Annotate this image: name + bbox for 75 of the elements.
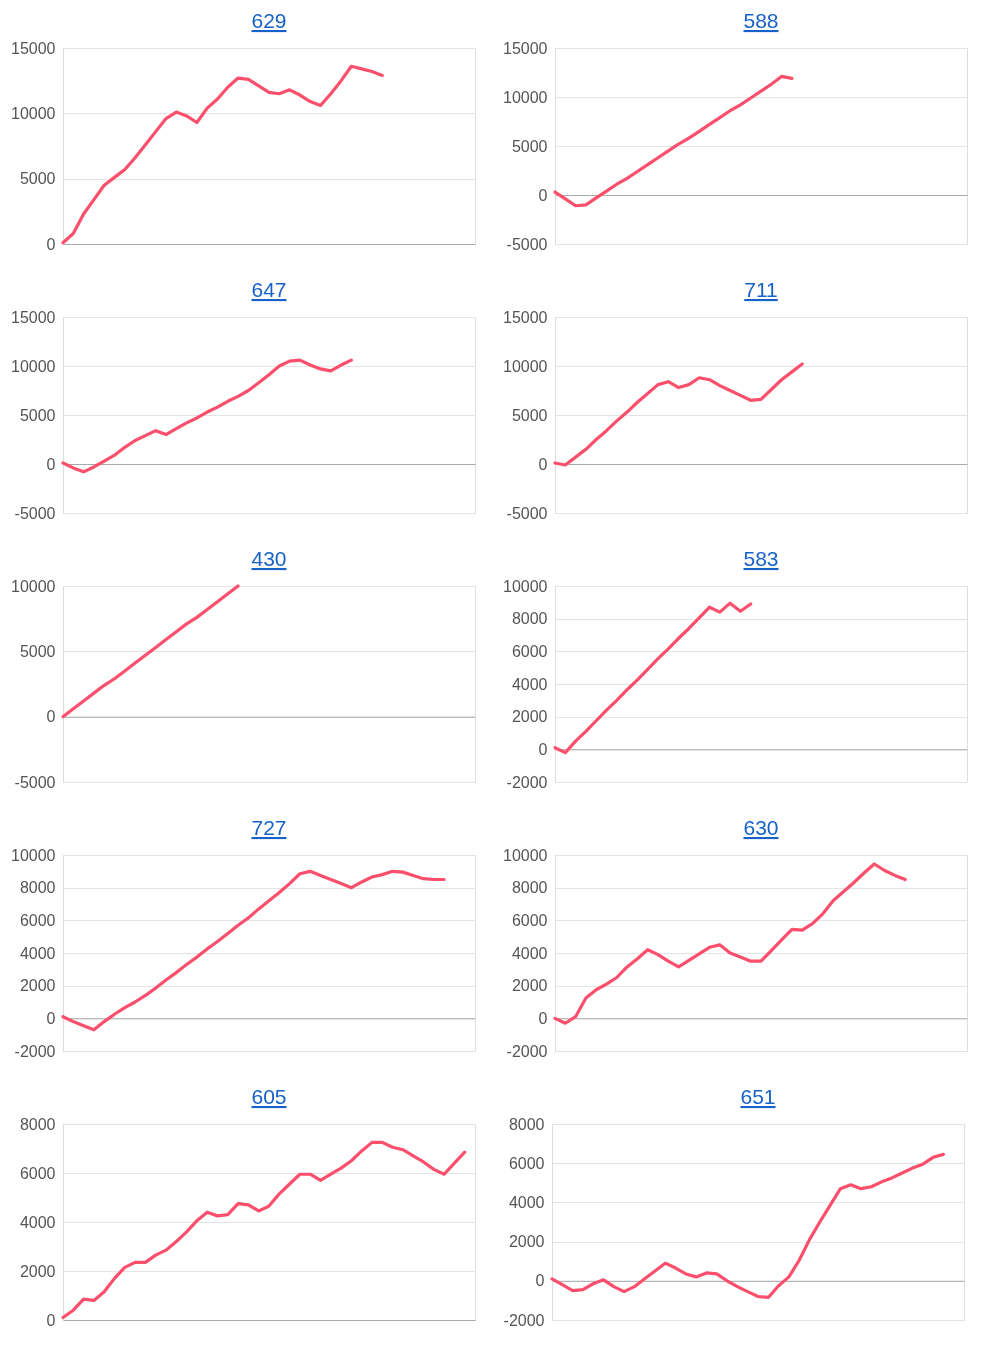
y-tick-label: 10000 <box>503 88 548 106</box>
y-tick-label: 10000 <box>11 104 56 122</box>
y-tick-label: 15000 <box>503 308 548 326</box>
y-tick-label: 0 <box>538 740 548 758</box>
y-tick-label: 4000 <box>511 675 548 693</box>
y-tick-label: 4000 <box>19 944 56 962</box>
y-tick-label: 15000 <box>11 308 56 326</box>
line-series <box>550 1152 945 1300</box>
y-tick-label: 5000 <box>19 170 56 188</box>
y-tick-label: 4000 <box>19 1213 56 1231</box>
y-tick-label: 10000 <box>503 357 548 375</box>
line-series <box>553 601 753 755</box>
y-tick-label: 10000 <box>11 357 56 375</box>
y-tick-label: 2000 <box>19 977 56 995</box>
chart-title: 605 <box>251 1085 287 1108</box>
y-tick-label: 6000 <box>19 1164 56 1182</box>
y-tick-label: 0 <box>46 1311 56 1329</box>
y-tick-label: 0 <box>46 708 56 726</box>
y-tick-label: 6000 <box>19 911 56 929</box>
chart-title: 430 <box>251 547 287 570</box>
y-tick-label: 4000 <box>508 1193 545 1211</box>
y-tick-label: 5000 <box>19 642 56 660</box>
y-tick-label: 10000 <box>11 577 56 595</box>
y-tick-label: 2000 <box>511 708 548 726</box>
chart-title: 583 <box>743 547 779 570</box>
line-series <box>61 358 353 474</box>
y-tick-label: -5000 <box>14 504 56 522</box>
y-tick-label: 0 <box>538 186 548 204</box>
y-tick-label: 8000 <box>511 879 548 897</box>
y-tick-label: 0 <box>538 1009 548 1027</box>
y-tick-label: 10000 <box>11 846 56 864</box>
y-tick-label: 5000 <box>511 137 548 155</box>
y-tick-label: 8000 <box>508 1115 545 1133</box>
chart-title: 647 <box>251 278 287 301</box>
line-series <box>553 74 794 208</box>
y-tick-label: -5000 <box>14 773 56 791</box>
y-tick-label: 8000 <box>19 879 56 897</box>
y-tick-label: 6000 <box>511 642 548 660</box>
y-tick-label: -2000 <box>506 1042 548 1060</box>
line-series <box>553 862 907 1025</box>
line-series <box>61 64 384 245</box>
y-tick-label: -5000 <box>506 235 548 253</box>
y-tick-label: -2000 <box>506 773 548 791</box>
y-tick-label: 6000 <box>511 911 548 929</box>
chart-title: 588 <box>743 9 779 32</box>
y-tick-label: 0 <box>46 235 56 253</box>
chart-title: 651 <box>740 1085 776 1108</box>
y-tick-label: 0 <box>46 455 56 473</box>
line-series <box>553 362 804 467</box>
y-tick-label: -2000 <box>503 1311 545 1329</box>
chart-title: 727 <box>251 816 287 839</box>
y-tick-label: 8000 <box>511 610 548 628</box>
y-tick-label: 2000 <box>508 1233 545 1251</box>
y-tick-label: 2000 <box>511 977 548 995</box>
line-series <box>61 1140 467 1320</box>
y-tick-label: -5000 <box>506 504 548 522</box>
y-tick-label: 15000 <box>503 39 548 57</box>
y-tick-label: 0 <box>538 455 548 473</box>
y-tick-label: 8000 <box>19 1115 56 1133</box>
y-tick-label: 10000 <box>503 846 548 864</box>
y-tick-label: 5000 <box>511 406 548 424</box>
y-tick-label: 15000 <box>11 39 56 57</box>
chart-title: 629 <box>251 9 287 32</box>
y-tick-label: 2000 <box>19 1262 56 1280</box>
y-tick-label: 4000 <box>511 944 548 962</box>
y-tick-label: 6000 <box>508 1154 545 1172</box>
y-tick-label: 10000 <box>503 577 548 595</box>
line-series <box>61 869 446 1032</box>
line-series <box>61 584 240 719</box>
y-tick-label: 5000 <box>19 406 56 424</box>
y-tick-label: -2000 <box>14 1042 56 1060</box>
y-tick-label: 0 <box>535 1272 545 1290</box>
chart-title: 630 <box>743 816 779 839</box>
y-tick-label: 0 <box>46 1009 56 1027</box>
chart-title: 711 <box>744 278 778 301</box>
